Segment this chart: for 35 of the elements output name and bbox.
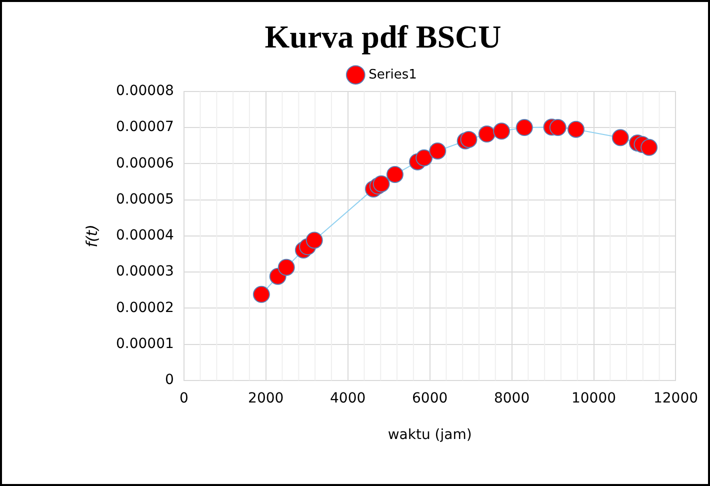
y-tick-label: 0.00003: [116, 264, 174, 280]
x-tick-label: 0: [179, 390, 188, 406]
point: [416, 149, 433, 166]
x-tick-label: 8000: [494, 390, 530, 406]
y-tick-label: 0.00007: [116, 119, 174, 136]
x-tick-label: 6000: [412, 390, 448, 406]
legend-label: Series1: [368, 67, 417, 82]
x-tick-label: 12000: [653, 390, 698, 406]
point: [478, 126, 496, 143]
y-tick-label: 0.00008: [116, 83, 174, 100]
y-tick-label: 0.00002: [116, 300, 174, 316]
y-tick-label: 0.00006: [116, 155, 174, 172]
y-tick-label: 0: [164, 372, 174, 388]
point: [549, 119, 566, 136]
point: [252, 286, 270, 303]
x-tick-label: 10000: [571, 390, 616, 406]
point: [516, 119, 533, 136]
y-tick-label: 0.00005: [116, 191, 174, 208]
point: [568, 120, 585, 138]
point: [460, 130, 478, 148]
point: [429, 142, 446, 160]
y-axis-title: f(t): [82, 224, 101, 248]
x-axis-title: waktu (jam): [388, 427, 472, 444]
point: [612, 129, 629, 146]
point: [493, 122, 510, 140]
y-tick-label: 0.00001: [116, 336, 174, 352]
chart-title: Kurva pdf BSCU: [264, 18, 502, 54]
x-tick-label: 4000: [330, 390, 366, 406]
point: [386, 166, 404, 183]
point: [372, 175, 390, 192]
x-tick-label: 2000: [248, 390, 284, 406]
point: [306, 232, 323, 249]
point: [278, 258, 295, 276]
point: [640, 138, 658, 156]
y-tick-label: 0.00004: [116, 228, 174, 244]
